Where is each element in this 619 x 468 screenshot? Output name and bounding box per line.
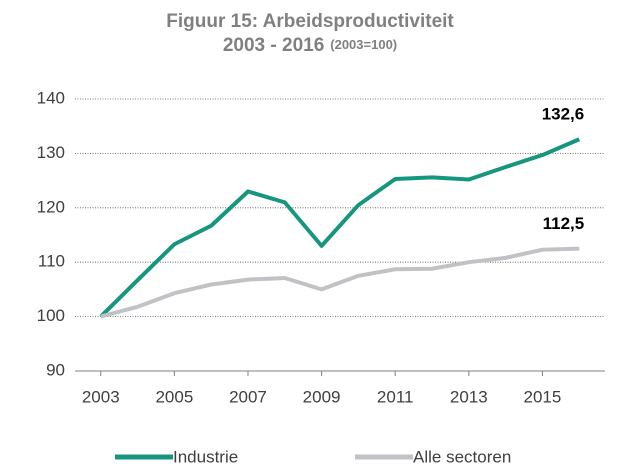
chart-title: Figuur 15: Arbeidsproductiviteit (166, 11, 454, 32)
x-tick-label: 2005 (155, 387, 193, 406)
x-tick-label: 2011 (377, 387, 414, 406)
series-line (99, 137, 581, 319)
y-tick-label: 120 (37, 197, 65, 216)
x-tick-label: 2007 (229, 387, 267, 406)
y-tick-label: 90 (46, 360, 65, 379)
y-tick-label: 140 (37, 88, 65, 107)
x-tick-label: 2015 (524, 387, 562, 406)
legend-label: Alle sectoren (413, 447, 511, 466)
y-tick-label: 100 (37, 306, 65, 325)
x-tick-label: 2009 (303, 387, 341, 406)
y-tick-label: 130 (37, 143, 65, 162)
value-label: 112,5 (543, 214, 585, 233)
value-label: 132,6 (542, 105, 585, 124)
subtitle-note: (2003=100) (330, 37, 397, 52)
chart-subtitle: 2003 - 2016 (2003=100) (223, 35, 397, 56)
legend-label: Industrie (173, 447, 238, 466)
subtitle: 2003 - 2016 (223, 35, 324, 56)
y-tick-label: 110 (38, 252, 65, 271)
series-line (100, 246, 580, 319)
x-tick-label: 2013 (450, 387, 488, 406)
x-tick-label: 2003 (82, 387, 120, 406)
